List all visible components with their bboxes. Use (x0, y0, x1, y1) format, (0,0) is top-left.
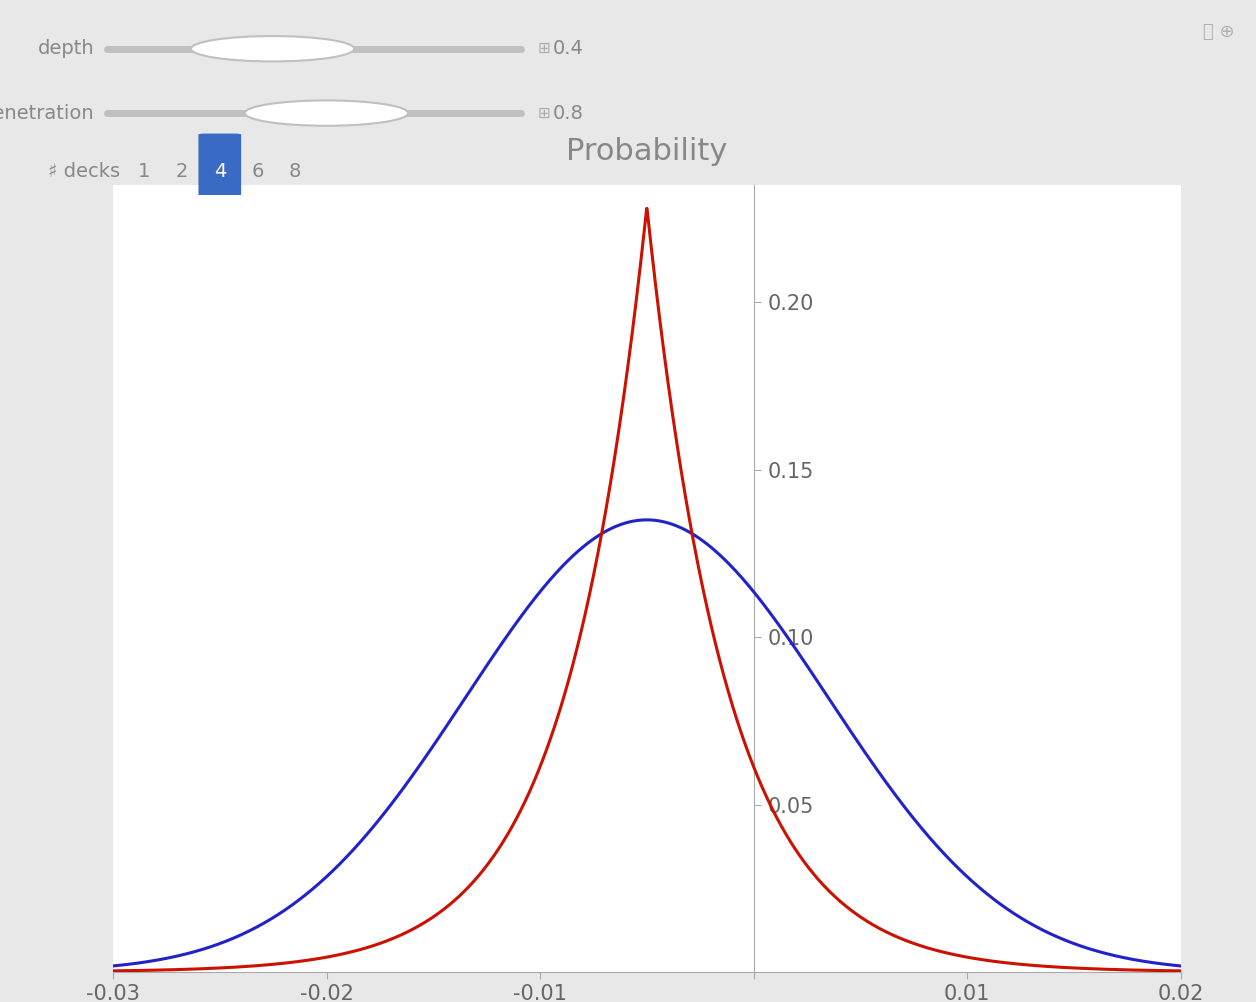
Text: 8: 8 (289, 162, 301, 181)
Text: ⦻ ⊕: ⦻ ⊕ (1203, 23, 1235, 41)
Circle shape (191, 36, 354, 61)
Text: 6: 6 (251, 162, 264, 181)
FancyBboxPatch shape (198, 133, 241, 209)
Text: penetration: penetration (0, 103, 94, 122)
Text: 1: 1 (138, 162, 151, 181)
Text: depth: depth (38, 39, 94, 58)
Text: ⊞: ⊞ (538, 41, 550, 56)
Text: ⊞: ⊞ (538, 105, 550, 120)
Circle shape (245, 100, 408, 126)
Text: 0.8: 0.8 (553, 103, 584, 122)
Text: 2: 2 (176, 162, 188, 181)
Text: 0.4: 0.4 (553, 39, 584, 58)
Text: 4: 4 (214, 162, 226, 181)
Title: Probability: Probability (566, 137, 727, 166)
Text: ♯ decks: ♯ decks (48, 162, 119, 181)
